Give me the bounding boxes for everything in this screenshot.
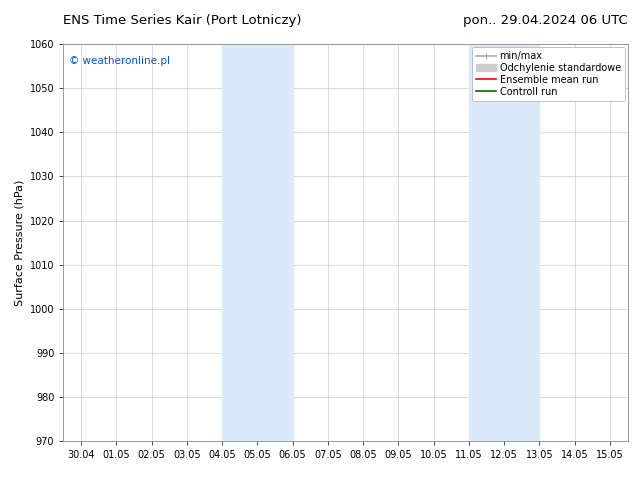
Text: pon.. 29.04.2024 06 UTC: pon.. 29.04.2024 06 UTC: [463, 14, 628, 27]
Y-axis label: Surface Pressure (hPa): Surface Pressure (hPa): [14, 179, 24, 306]
Bar: [469, 44, 540, 441]
Text: © weatheronline.pl: © weatheronline.pl: [69, 56, 170, 66]
Title: ENS Time Series Kair (Port Lotniczy)        pon.. 29.04.2024 06 UTC: ENS Time Series Kair (Port Lotniczy) pon…: [0, 489, 1, 490]
Bar: [222, 44, 293, 441]
Text: ENS Time Series Kair (Port Lotniczy): ENS Time Series Kair (Port Lotniczy): [63, 14, 302, 27]
Legend: min/max, Odchylenie standardowe, Ensemble mean run, Controll run: min/max, Odchylenie standardowe, Ensembl…: [472, 47, 624, 100]
